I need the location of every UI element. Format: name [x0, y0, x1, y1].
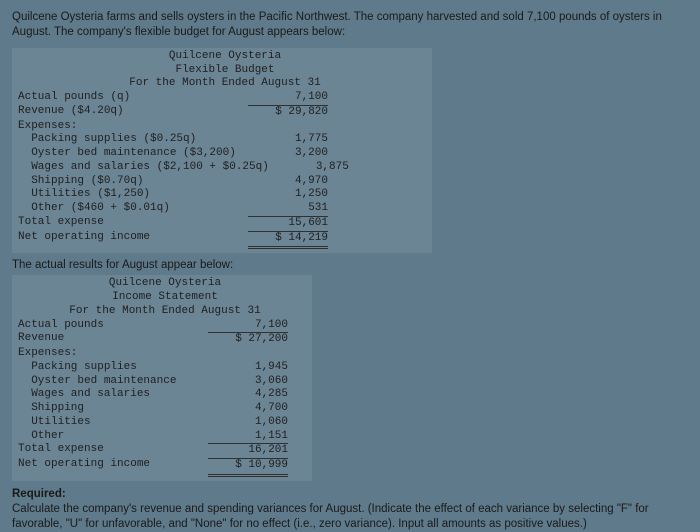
row-value: 7,100 — [208, 319, 288, 333]
row-label: Shipping ($0.70q) — [18, 175, 248, 189]
row-value: 4,285 — [208, 388, 288, 402]
row-label: Wages and salaries — [18, 388, 208, 402]
row-label: Utilities — [18, 416, 208, 430]
row-label: Other ($460 + $0.01q) — [18, 202, 248, 216]
row-value: 3,060 — [208, 375, 288, 389]
table-row: Total expense16,201 — [18, 443, 312, 458]
actual-title-2: Income Statement — [18, 291, 312, 305]
table-row: Actual pounds (q)7,100 — [18, 91, 432, 105]
table-row: Utilities ($1,250)1,250 — [18, 188, 432, 202]
row-value: $ 29,820 — [248, 105, 328, 120]
row-value: $ 10,999 — [208, 458, 288, 477]
table-row: Revenue$ 27,200 — [18, 332, 312, 347]
row-label: Revenue — [18, 332, 208, 347]
row-value: 3,875 — [269, 161, 349, 175]
row-value: 3,200 — [248, 147, 328, 161]
table-row: Shipping4,700 — [18, 402, 312, 416]
row-value: 15,601 — [248, 216, 328, 231]
row-value: $ 27,200 — [208, 332, 288, 347]
table-row: Total expense15,601 — [18, 216, 432, 231]
table-row: Expenses: — [18, 120, 432, 134]
required-text: Calculate the company's revenue and spen… — [12, 503, 649, 530]
table-row: Actual pounds7,100 — [18, 319, 312, 333]
table-row: Revenue ($4.20q)$ 29,820 — [18, 105, 432, 120]
row-value: 16,201 — [208, 443, 288, 458]
actual-title-1: Quilcene Oysteria — [18, 277, 312, 291]
row-value: 4,700 — [208, 402, 288, 416]
table-row: Other ($460 + $0.01q)531 — [18, 202, 432, 216]
table-row: Utilities1,060 — [18, 416, 312, 430]
table-row: Expenses: — [18, 347, 312, 361]
row-value: 1,775 — [248, 133, 328, 147]
row-value: 1,060 — [208, 416, 288, 430]
row-label: Expenses: — [18, 347, 208, 361]
row-label: Total expense — [18, 443, 208, 458]
required-label: Required: — [12, 488, 66, 500]
row-value: 7,100 — [248, 91, 328, 105]
row-label: Oyster bed maintenance — [18, 375, 208, 389]
table-row: Net operating income$ 10,999 — [18, 458, 312, 477]
flexible-budget-block: Quilcene Oysteria Flexible Budget For th… — [12, 48, 432, 254]
row-value: 4,970 — [248, 175, 328, 189]
flex-title-2: Flexible Budget — [18, 64, 432, 78]
table-row: Oyster bed maintenance3,060 — [18, 375, 312, 389]
row-label: Expenses: — [18, 120, 248, 134]
table-row: Wages and salaries ($2,100 + $0.25q)3,87… — [18, 161, 432, 175]
row-label: Net operating income — [18, 231, 248, 250]
table-row: Shipping ($0.70q)4,970 — [18, 175, 432, 189]
row-value: $ 14,219 — [248, 231, 328, 250]
actual-subhead: The actual results for August appear bel… — [12, 259, 688, 271]
table-row: Net operating income$ 14,219 — [18, 231, 432, 250]
row-value: 1,250 — [248, 188, 328, 202]
table-row: Packing supplies ($0.25q)1,775 — [18, 133, 432, 147]
row-label: Actual pounds (q) — [18, 91, 248, 105]
flex-title-1: Quilcene Oysteria — [18, 50, 432, 64]
flex-title-3: For the Month Ended August 31 — [18, 77, 432, 91]
row-label: Total expense — [18, 216, 248, 231]
intro-text: Quilcene Oysteria farms and sells oyster… — [12, 10, 688, 40]
row-value: 1,945 — [208, 361, 288, 375]
income-statement-block: Quilcene Oysteria Income Statement For t… — [12, 275, 312, 481]
row-label: Revenue ($4.20q) — [18, 105, 248, 120]
row-label: Packing supplies — [18, 361, 208, 375]
table-row: Packing supplies1,945 — [18, 361, 312, 375]
row-label: Actual pounds — [18, 319, 208, 333]
row-label: Packing supplies ($0.25q) — [18, 133, 248, 147]
row-label: Utilities ($1,250) — [18, 188, 248, 202]
table-row: Other1,151 — [18, 430, 312, 444]
actual-title-3: For the Month Ended August 31 — [18, 305, 312, 319]
row-label: Wages and salaries ($2,100 + $0.25q) — [18, 161, 269, 175]
row-label: Shipping — [18, 402, 208, 416]
table-row: Oyster bed maintenance ($3,200)3,200 — [18, 147, 432, 161]
row-label: Net operating income — [18, 458, 208, 477]
row-label: Other — [18, 430, 208, 444]
table-row: Wages and salaries4,285 — [18, 388, 312, 402]
row-label: Oyster bed maintenance ($3,200) — [18, 147, 248, 161]
row-value: 1,151 — [208, 430, 288, 444]
row-value: 531 — [248, 202, 328, 216]
